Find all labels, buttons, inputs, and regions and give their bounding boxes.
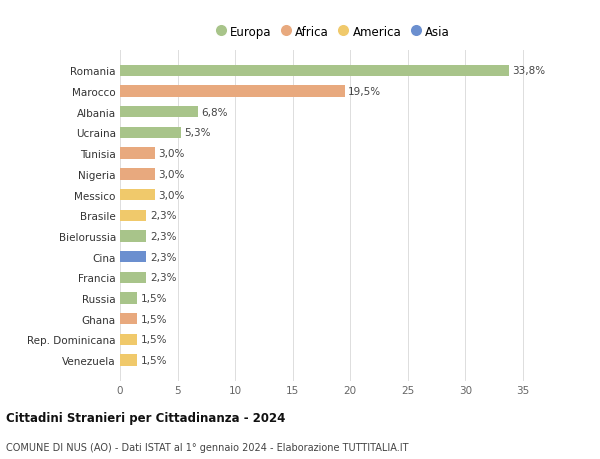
Text: 3,0%: 3,0% [158, 190, 184, 200]
Bar [120, 293, 137, 304]
Text: 2,3%: 2,3% [150, 211, 176, 221]
Text: 3,0%: 3,0% [158, 149, 184, 159]
Text: 1,5%: 1,5% [141, 293, 167, 303]
Text: 1,5%: 1,5% [141, 335, 167, 345]
Bar [120, 148, 155, 159]
Bar [120, 128, 181, 139]
Bar [120, 334, 137, 345]
Text: 1,5%: 1,5% [141, 314, 167, 324]
Bar [120, 86, 344, 97]
Bar [120, 210, 146, 221]
Bar [120, 313, 137, 325]
Text: 19,5%: 19,5% [348, 87, 381, 97]
Bar [120, 252, 146, 263]
Legend: Europa, Africa, America, Asia: Europa, Africa, America, Asia [214, 23, 452, 41]
Text: 2,3%: 2,3% [150, 231, 176, 241]
Text: 5,3%: 5,3% [184, 128, 211, 138]
Text: 2,3%: 2,3% [150, 252, 176, 262]
Bar [120, 107, 198, 118]
Bar [120, 169, 155, 180]
Text: Cittadini Stranieri per Cittadinanza - 2024: Cittadini Stranieri per Cittadinanza - 2… [6, 412, 286, 425]
Text: 2,3%: 2,3% [150, 273, 176, 283]
Bar [120, 272, 146, 283]
Bar [120, 231, 146, 242]
Bar [120, 190, 155, 201]
Text: COMUNE DI NUS (AO) - Dati ISTAT al 1° gennaio 2024 - Elaborazione TUTTITALIA.IT: COMUNE DI NUS (AO) - Dati ISTAT al 1° ge… [6, 442, 409, 452]
Text: 33,8%: 33,8% [512, 66, 546, 76]
Text: 6,8%: 6,8% [202, 107, 228, 118]
Text: 1,5%: 1,5% [141, 355, 167, 365]
Text: 3,0%: 3,0% [158, 169, 184, 179]
Bar [120, 355, 137, 366]
Bar [120, 66, 509, 77]
